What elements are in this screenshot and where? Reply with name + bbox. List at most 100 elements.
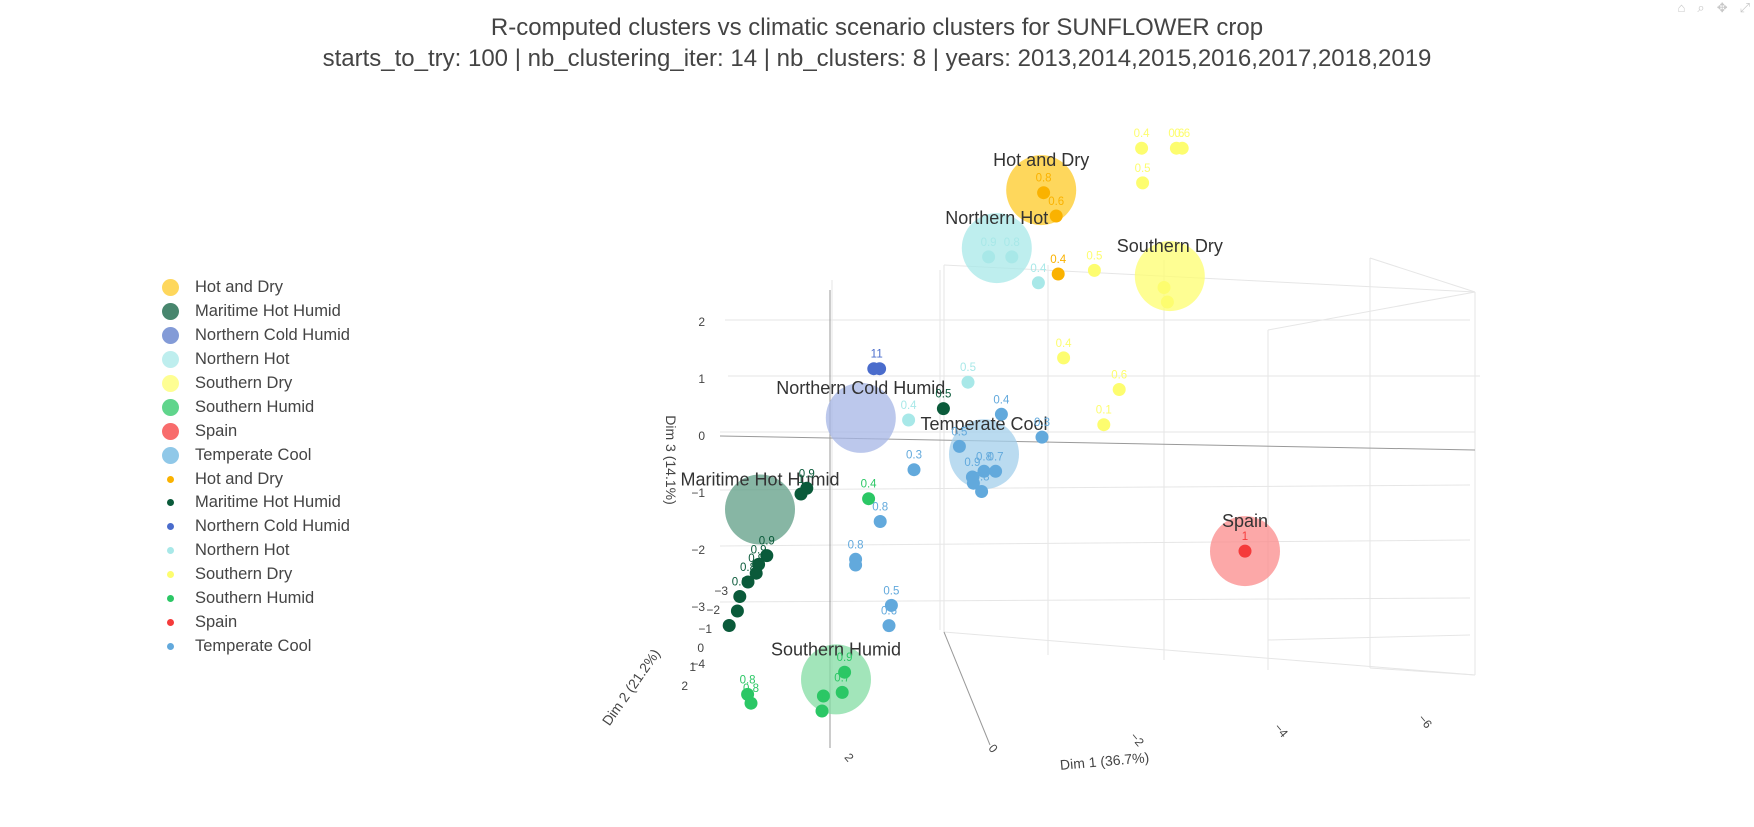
legend-label: Maritime Hot Humid: [195, 302, 341, 321]
data-point-label: 0.8: [976, 451, 992, 463]
cluster-label: Southern Humid: [771, 639, 901, 659]
legend-item[interactable]: Temperate Cool: [160, 634, 350, 658]
legend-swatch: [160, 469, 180, 489]
data-point-label: 0.5: [951, 426, 967, 438]
legend-item[interactable]: Southern Dry: [160, 372, 350, 396]
z-axis-title: Dim 3 (14.1%): [663, 415, 679, 504]
data-point: [1097, 418, 1111, 432]
legend-label: Temperate Cool: [195, 445, 312, 464]
data-point-label: 1: [1242, 531, 1248, 543]
zoom-icon[interactable]: ⌕: [1697, 0, 1705, 15]
data-point-label: 0.4: [1030, 263, 1047, 275]
legend: Hot and Dry Maritime Hot Humid Northern Co…: [160, 276, 350, 658]
legend-item[interactable]: Spain: [160, 419, 350, 443]
data-point: [902, 413, 916, 427]
legend-label: Temperate Cool: [195, 636, 312, 655]
legend-item[interactable]: Maritime Hot Humid: [160, 300, 350, 324]
legend-item[interactable]: Hot and Dry: [160, 467, 350, 491]
legend-label: Northern Hot: [195, 350, 290, 369]
legend-item[interactable]: Temperate Cool: [160, 443, 350, 467]
data-point: [838, 665, 852, 679]
legend-item[interactable]: Northern Cold Humid: [160, 515, 350, 539]
data-point-label: 0.6: [881, 606, 897, 618]
legend-item[interactable]: Northern Cold Humid: [160, 324, 350, 348]
data-point-label: 0.8: [743, 683, 759, 695]
legend-swatch: [160, 445, 180, 465]
data-point: [744, 696, 758, 710]
data-point-label: 0.8: [1036, 173, 1052, 185]
legend-item[interactable]: Northern Hot: [160, 348, 350, 372]
data-point-label: 1: [798, 474, 804, 486]
data-point: [1112, 383, 1126, 396]
legend-swatch: [160, 493, 180, 513]
x-axis-title: Dim 1 (36.7%): [1059, 749, 1150, 773]
legend-item[interactable]: Southern Humid: [160, 587, 350, 611]
cluster-labels: Hot and Dry Northern Hot Southern Dry North…: [680, 150, 1268, 659]
z-tick-label: −4: [691, 657, 705, 671]
data-point: [815, 704, 829, 718]
data-point-label: 0.7: [988, 451, 1004, 463]
modebar: ⌂ ⌕ ✥ ⤢: [1678, 0, 1750, 16]
data-point-label: 0.4: [993, 394, 1010, 406]
data-point-label: 0.9: [748, 553, 764, 565]
legend-item[interactable]: Northern Hot: [160, 539, 350, 563]
legend-item[interactable]: Southern Dry: [160, 563, 350, 587]
data-point-label: 0.6: [1111, 370, 1127, 382]
data-point: [952, 439, 966, 453]
data-point: [1136, 176, 1150, 190]
z-tick-label: 0: [698, 429, 705, 443]
legend-label: Southern Dry: [195, 374, 293, 392]
cluster-label: Spain: [1222, 511, 1268, 531]
y-tick-label: 1: [689, 660, 696, 674]
data-point: [1037, 186, 1051, 200]
cluster-markers: [725, 155, 1280, 715]
data-point: [882, 619, 896, 633]
data-point: [1051, 267, 1065, 281]
data-point-label: 0.8: [872, 502, 888, 514]
legend-item[interactable]: Maritime Hot Humid: [160, 491, 350, 515]
data-point: [884, 598, 898, 612]
legend-swatch: [160, 636, 180, 656]
data-point-label: 0.8: [732, 577, 748, 589]
legend-label: Spain: [195, 421, 238, 440]
data-point-label: 1: [819, 691, 825, 703]
data-point: [722, 619, 736, 632]
reset-icon[interactable]: ⤢: [1739, 0, 1750, 15]
legend-label: Southern Dry: [195, 565, 293, 584]
data-point-label: 0.6: [1168, 128, 1184, 140]
data-point: [1087, 263, 1101, 277]
z-tick-label: 2: [698, 315, 705, 329]
x-tick-label: −2: [1127, 730, 1147, 750]
data-point-label: 0.8: [1004, 237, 1020, 249]
data-point-label: 0.4: [901, 400, 918, 412]
x-tick-label: 2: [842, 750, 857, 764]
legend-item[interactable]: Southern Humid: [160, 395, 350, 419]
chart-title: R-computed clusters vs climatic scenario…: [490, 14, 1264, 41]
legend-swatch: [160, 517, 180, 537]
grid-lines: [719, 257, 1480, 690]
legend-label: Spain: [195, 612, 238, 631]
data-point: [989, 464, 1003, 478]
data-point-label: 0.1: [1096, 405, 1112, 417]
data-point-label: 0.9: [964, 457, 980, 469]
data-point: [733, 590, 747, 603]
y-tick-label: −1: [698, 622, 712, 636]
cluster-label: Southern Dry: [1117, 236, 1223, 256]
data-point-label: 0.9: [799, 468, 815, 480]
data-point: [936, 402, 950, 416]
data-point-label: 0.5: [935, 389, 951, 401]
legend-item[interactable]: Spain: [160, 610, 350, 634]
legend-item[interactable]: Hot and Dry: [160, 276, 350, 300]
legend-label: Northern Cold Humid: [195, 517, 350, 536]
data-point-label: 0.8: [848, 539, 864, 551]
data-point-label: 0.9: [837, 652, 853, 664]
data-point: [1031, 276, 1045, 290]
z-tick-label: 1: [698, 372, 705, 386]
cluster-marker: [961, 213, 1032, 284]
cluster-label: Maritime Hot Humid: [680, 470, 839, 490]
pan-icon[interactable]: ✥: [1716, 0, 1728, 15]
data-point-label: 1: [871, 349, 877, 361]
data-point: [1175, 141, 1189, 155]
camera-icon[interactable]: ⌂: [1677, 0, 1686, 15]
